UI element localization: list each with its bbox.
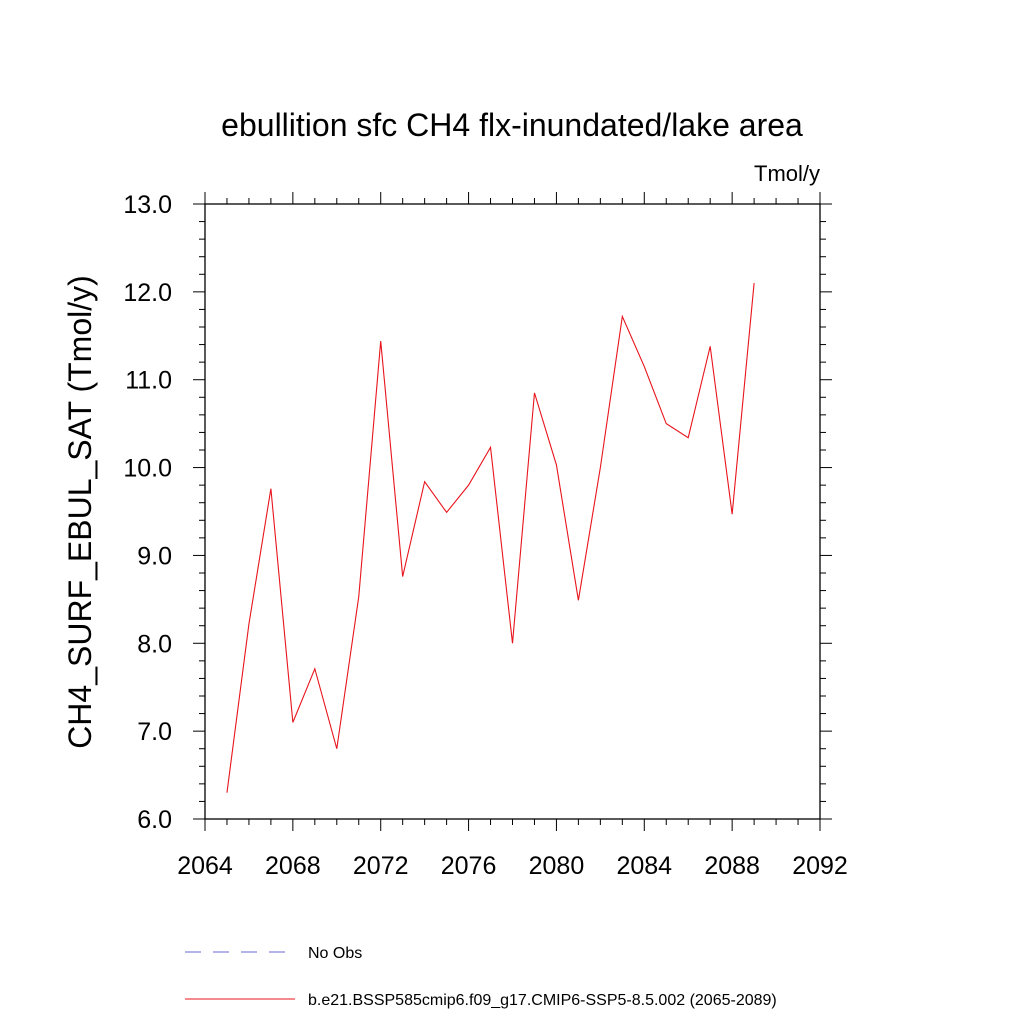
plot-frame bbox=[204, 203, 821, 820]
y-tick-label: 10.0 bbox=[123, 455, 172, 483]
y-axis-label: CH4_SURF_EBUL_SAT (Tmol/y) bbox=[62, 275, 98, 749]
x-tick-label: 2068 bbox=[265, 852, 321, 880]
tick-labels: 2064 2068 2072 2076 2080 2084 2088 2092 6.0 7.0 8.… bbox=[123, 191, 847, 880]
x-tick-label: 2088 bbox=[704, 852, 760, 880]
y-tick-label: 12.0 bbox=[123, 279, 172, 307]
y-tick-label: 11.0 bbox=[125, 367, 172, 395]
y-tick-label: 6.0 bbox=[137, 806, 172, 834]
y-tick-label: 9.0 bbox=[137, 542, 172, 570]
axis-ticks bbox=[193, 192, 832, 831]
units-label: Tmol/y bbox=[754, 161, 820, 186]
x-tick-label: 2080 bbox=[529, 852, 585, 880]
x-tick-label: 2084 bbox=[616, 852, 672, 880]
legend-label: No Obs bbox=[308, 945, 362, 962]
y-tick-label: 7.0 bbox=[137, 718, 172, 746]
y-tick-label: 8.0 bbox=[137, 630, 172, 658]
series-layer bbox=[226, 283, 755, 793]
x-tick-label: 2072 bbox=[353, 852, 409, 880]
y-tick-label: 13.0 bbox=[123, 191, 172, 219]
x-tick-label: 2092 bbox=[792, 852, 848, 880]
legend: No Obs b.e21.BSSP585cmip6.f09_g17.CMIP6-S… bbox=[185, 945, 777, 1009]
legend-label: b.e21.BSSP585cmip6.f09_g17.CMIP6-SSP5-8.… bbox=[308, 992, 777, 1009]
x-tick-label: 2064 bbox=[177, 852, 233, 880]
x-tick-label: 2076 bbox=[441, 852, 497, 880]
chart-title: ebullition sfc CH4 flx-inundated/lake ar… bbox=[221, 107, 803, 143]
series-line bbox=[226, 283, 755, 793]
